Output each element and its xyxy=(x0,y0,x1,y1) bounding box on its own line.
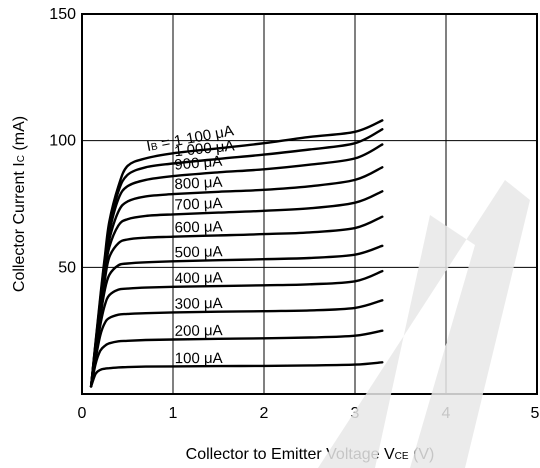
curve-label-text: 800 μA xyxy=(174,174,223,193)
curve-label-text: 900 μA xyxy=(174,153,223,174)
x-tick-label: 1 xyxy=(169,405,178,422)
curve-label-200: 200 μA xyxy=(175,322,223,340)
y-axis-title: Collector Current IC (mA) xyxy=(11,116,28,292)
y-tick-label: 150 xyxy=(49,6,76,23)
curve-label-text: 400 μA xyxy=(175,269,223,287)
y-axis-title-main: Collector Current I xyxy=(11,162,28,292)
y-axis-title-sub: C xyxy=(16,155,27,162)
x-tick-label: 3 xyxy=(351,405,360,422)
curve-label-text: 300 μA xyxy=(175,295,223,313)
y-tick-label: 100 xyxy=(49,133,76,150)
x-tick-label: 5 xyxy=(531,405,540,422)
y-tick-label: 50 xyxy=(58,259,76,276)
curve-label-1000: 1 000 μA xyxy=(174,137,236,160)
x-axis-title: Collector to Emitter Voltage VCE (V) xyxy=(186,446,435,463)
curve-label-text: 1 000 μA xyxy=(174,137,236,160)
curve-label-sub: B xyxy=(150,141,159,153)
curve-label-prefix: I xyxy=(145,138,152,155)
curve-label-600: 600 μA xyxy=(174,218,222,236)
curve-label-500: 500 μA xyxy=(175,243,223,261)
curves xyxy=(89,119,384,388)
x-axis-title-sub: CE xyxy=(395,451,409,462)
curve-label-text: 500 μA xyxy=(175,243,223,261)
curve-label-text: 600 μA xyxy=(174,218,222,236)
curve-label-300: 300 μA xyxy=(175,295,223,313)
x-tick-label: 4 xyxy=(442,405,451,422)
curve-label-700: 700 μA xyxy=(174,195,222,214)
x-tick-label: 0 xyxy=(78,405,87,422)
curve-ib-200 xyxy=(89,329,384,388)
x-axis-title-main: Collector to Emitter Voltage V xyxy=(186,446,395,463)
x-tick-label: 2 xyxy=(260,405,269,422)
plot-frame xyxy=(81,13,538,395)
curve-label-400: 400 μA xyxy=(175,269,223,287)
curve-label-text: 700 μA xyxy=(174,195,222,214)
curve-label-900: 900 μA xyxy=(174,153,223,174)
curve-ib-1100 xyxy=(89,119,384,388)
curve-ib-300 xyxy=(89,299,384,388)
y-axis-title-unit: (mA) xyxy=(11,116,28,155)
curve-label-100: 100 μA xyxy=(175,350,223,367)
curve-label-800: 800 μA xyxy=(174,174,223,193)
x-axis-title-unit: (V) xyxy=(409,446,435,463)
curve-ib-100 xyxy=(89,361,384,388)
curve-label-text: 100 μA xyxy=(175,350,223,367)
curve-label-text: 200 μA xyxy=(175,322,223,340)
